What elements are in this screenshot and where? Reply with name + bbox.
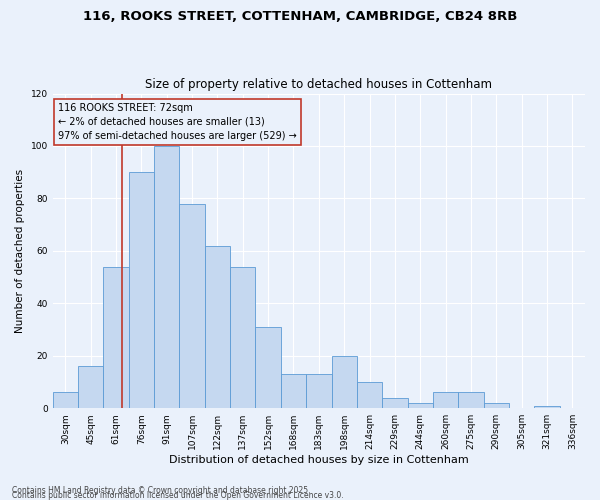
- X-axis label: Distribution of detached houses by size in Cottenham: Distribution of detached houses by size …: [169, 455, 469, 465]
- Bar: [230, 266, 256, 408]
- Text: Contains HM Land Registry data © Crown copyright and database right 2025.: Contains HM Land Registry data © Crown c…: [12, 486, 311, 495]
- Bar: [129, 172, 154, 408]
- Bar: [103, 266, 129, 408]
- Bar: [53, 392, 78, 408]
- Bar: [357, 382, 382, 408]
- Title: Size of property relative to detached houses in Cottenham: Size of property relative to detached ho…: [145, 78, 493, 91]
- Bar: [484, 403, 509, 408]
- Bar: [433, 392, 458, 408]
- Bar: [332, 356, 357, 408]
- Bar: [458, 392, 484, 408]
- Bar: [535, 406, 560, 408]
- Bar: [281, 374, 306, 408]
- Bar: [78, 366, 103, 408]
- Bar: [256, 327, 281, 408]
- Text: Contains public sector information licensed under the Open Government Licence v3: Contains public sector information licen…: [12, 491, 344, 500]
- Bar: [205, 246, 230, 408]
- Bar: [306, 374, 332, 408]
- Bar: [179, 204, 205, 408]
- Text: 116 ROOKS STREET: 72sqm
← 2% of detached houses are smaller (13)
97% of semi-det: 116 ROOKS STREET: 72sqm ← 2% of detached…: [58, 103, 297, 141]
- Bar: [154, 146, 179, 408]
- Y-axis label: Number of detached properties: Number of detached properties: [15, 169, 25, 333]
- Text: 116, ROOKS STREET, COTTENHAM, CAMBRIDGE, CB24 8RB: 116, ROOKS STREET, COTTENHAM, CAMBRIDGE,…: [83, 10, 517, 23]
- Bar: [407, 403, 433, 408]
- Bar: [382, 398, 407, 408]
